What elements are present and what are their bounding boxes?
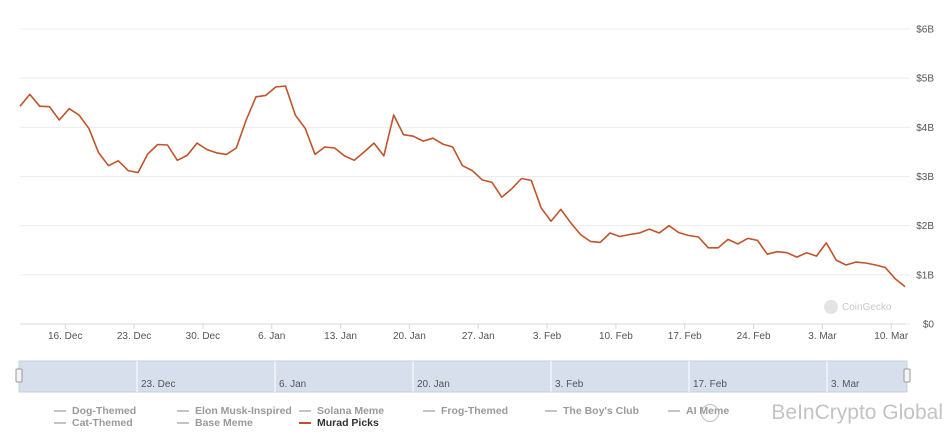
coingecko-logo-icon: [824, 300, 838, 314]
legend-swatch: [423, 410, 435, 412]
x-tick-label: 27. Jan: [462, 331, 495, 342]
legend-swatch: [177, 410, 189, 412]
x-tick-label: 3. Mar: [808, 331, 837, 342]
legend-item[interactable]: Elon Musk-Inspired: [177, 405, 292, 417]
legend-label: Base Meme: [195, 417, 253, 429]
legend-item[interactable]: Frog-Themed: [423, 405, 508, 417]
y-axis: $0 $1B $2B $3B $4B $5B $6B: [916, 25, 934, 331]
legend-item[interactable]: Base Meme: [177, 417, 253, 429]
legend-swatch: [545, 410, 557, 412]
y-tick-label: $1B: [916, 270, 934, 281]
legend-label: Dog-Themed: [72, 405, 137, 417]
legend-swatch: [299, 422, 311, 424]
x-tick-label: 17. Feb: [668, 331, 702, 342]
legend-item[interactable]: Dog-Themed: [54, 405, 136, 417]
x-tick-label: 24. Feb: [737, 331, 771, 342]
chart-credit-label: CoinGecko: [842, 301, 892, 313]
legend-label: Cat-Themed: [72, 417, 133, 429]
legend-swatch: [177, 422, 189, 424]
legend-label: The Boy's Club: [563, 405, 640, 417]
watermark: BeInCrypto Global: [771, 401, 943, 424]
legend-item[interactable]: Solana Meme: [299, 405, 384, 417]
legend-label: Solana Meme: [317, 405, 385, 417]
x-tick-label: 6. Jan: [258, 331, 285, 342]
range-navigator[interactable]: 23. Dec 6. Jan 20. Jan 3. Feb 17. Feb 3. Mar: [15, 360, 911, 393]
navigator-tick-label: 3. Feb: [555, 379, 584, 390]
legend-swatch: [54, 422, 66, 424]
legend-item[interactable]: AI Meme: [668, 405, 729, 417]
x-tick-label: 10. Mar: [874, 331, 909, 342]
legend-label: Frog-Themed: [441, 405, 509, 417]
y-tick-label: $2B: [916, 221, 934, 232]
navigator-tick-label: 20. Jan: [417, 379, 450, 390]
legend-label: Elon Musk-Inspired: [195, 405, 292, 417]
chart-legend: Dog-Themed Elon Musk-Inspired Solana Meme F…: [0, 402, 951, 432]
navigator-tick-label: 3. Mar: [831, 379, 860, 390]
navigator-tick-label: 17. Feb: [693, 379, 727, 390]
x-tick-label: 30. Dec: [186, 331, 220, 342]
legend-swatch: [668, 410, 680, 412]
x-tick-label: 23. Dec: [117, 331, 151, 342]
legend-swatch: [299, 410, 311, 412]
legend-item[interactable]: The Boy's Club: [545, 405, 639, 417]
x-tick-label: 3. Feb: [533, 331, 562, 342]
y-tick-label: $3B: [916, 172, 934, 183]
y-tick-label: $6B: [916, 25, 934, 36]
legend-item[interactable]: Cat-Themed: [54, 417, 133, 429]
grid-lines: [20, 28, 910, 325]
chart-svg: $0 $1B $2B $3B $4B $5B $6B 16. Dec 23. Dec 30. D…: [15, 25, 934, 393]
navigator-tick-label: 6. Jan: [279, 379, 306, 390]
y-tick-label: $5B: [916, 74, 934, 85]
x-tick-label: 10. Feb: [599, 331, 633, 342]
navigator-handle-left[interactable]: [15, 368, 23, 383]
x-tick-label: 20. Jan: [393, 331, 426, 342]
x-tick-label: 16. Dec: [48, 331, 82, 342]
y-tick-label: $4B: [916, 123, 934, 134]
x-tick-label: 13. Jan: [324, 331, 357, 342]
legend-swatch: [54, 410, 66, 412]
chart-credit: CoinGecko: [824, 300, 891, 314]
legend-item[interactable]: Murad Picks: [299, 417, 379, 429]
watermark-logo-icon: [701, 404, 719, 422]
y-tick-label: $0: [923, 320, 935, 331]
navigator-handle-right[interactable]: [903, 368, 911, 383]
series-line-murad-picks: [19, 85, 906, 288]
x-axis: 16. Dec 23. Dec 30. Dec 6. Jan 13. Jan 20. Ja…: [20, 323, 909, 342]
legend-label: Murad Picks: [317, 417, 379, 429]
navigator-tick-label: 23. Dec: [141, 379, 175, 390]
